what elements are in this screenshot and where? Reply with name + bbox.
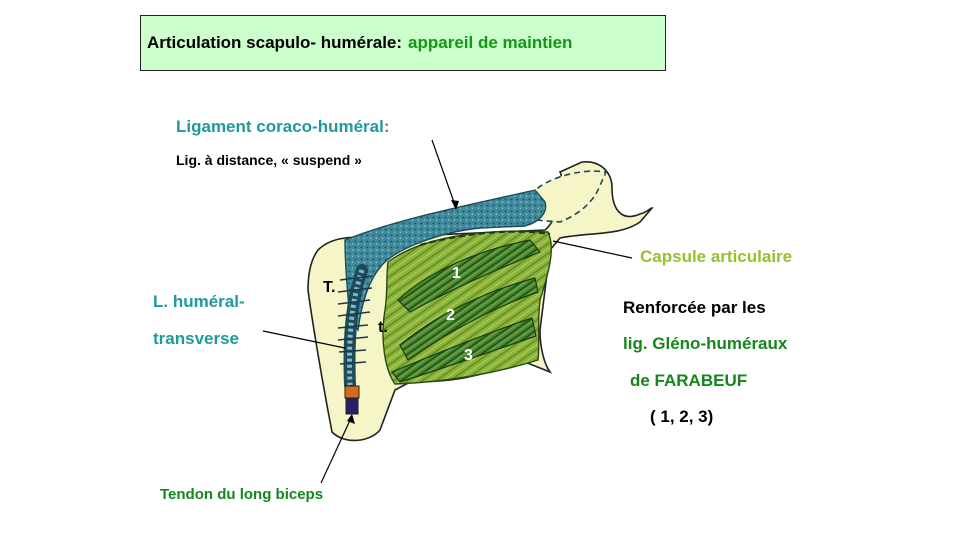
label-biceps: Tendon du long biceps [160,486,324,503]
leader-coraco [431,139,457,209]
label-ligament-2: 2 [446,307,455,324]
label-reinforced-line3: de FARABEUF [630,371,748,390]
label-ligament-1: 1 [452,265,461,282]
leader-biceps-arrow [347,414,355,424]
title-main: Articulation scapulo- humérale: [147,33,403,52]
label-reinforced-line4: ( 1, 2, 3) [650,407,714,426]
leader-capsule [552,240,633,259]
leader-transverse [262,330,346,349]
label-coraco-desc: Lig. à distance, « suspend » [176,152,362,168]
label-reinforced-line1: Renforcée par les [623,298,766,317]
title-accent: appareil de maintien [408,33,573,52]
label-coraco-title: Ligament coraco-huméral: [176,117,390,136]
leader-coraco-arrow [451,200,459,210]
label-reinforced-line2: lig. Gléno-huméraux [623,334,788,353]
label-tubercle-minor: t. [378,319,388,336]
biceps-tendon-cut-purple [345,397,359,415]
biceps-tendon-cut-orange [344,385,360,399]
transverse-ligament [337,275,373,365]
label-ligament-3: 3 [464,347,473,364]
bicipital-groove [343,264,368,391]
gleno-humeral-ligament-1 [397,239,541,313]
title-box: Articulation scapulo- humérale: appareil… [140,15,666,71]
label-capsule: Capsule articulaire [640,247,793,266]
gleno-humeral-ligament-3 [391,317,537,383]
leader-biceps [320,415,353,484]
coracoid-process [529,170,608,223]
label-transverse-line1: L. huméral- [153,292,245,311]
label-tubercle-major: T. [323,279,335,296]
label-transverse-line2: transverse [153,329,240,348]
capsule-dashed-edge [419,230,551,247]
gleno-humeral-ligament-2 [399,277,539,361]
